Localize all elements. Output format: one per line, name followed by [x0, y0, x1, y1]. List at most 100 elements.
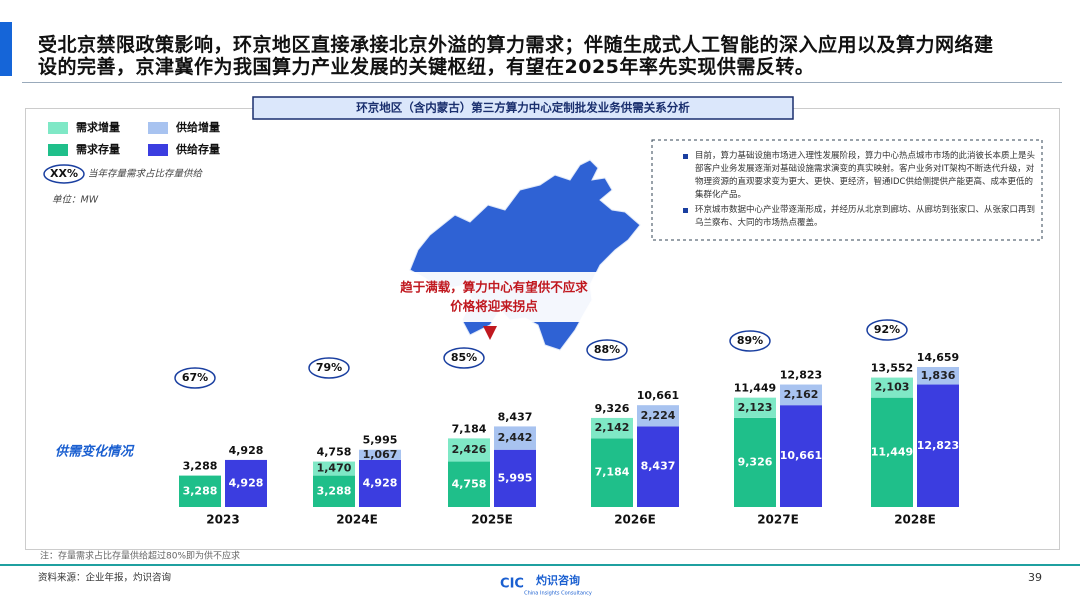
value-label: 3,288 — [183, 484, 218, 497]
unit: 单位：MW — [52, 194, 99, 206]
x-tick-label: 2026E — [614, 513, 656, 527]
total-label: 3,288 — [183, 460, 218, 473]
bar-segment — [313, 461, 355, 476]
ratio-label: 79% — [316, 361, 342, 374]
bullet — [683, 208, 688, 213]
callout-text: 价格将迎来拐点 — [450, 299, 538, 314]
ratio-oval — [174, 367, 216, 389]
x-tick-label: 2024E — [336, 513, 378, 527]
total-label: 10,661 — [637, 389, 679, 402]
legend-label: 需求存量 — [76, 142, 120, 156]
ratio-label: 92% — [874, 323, 900, 336]
ratio-legend-text: 当年存量需求占比存量供给 — [88, 168, 204, 180]
value-label: 11,449 — [871, 445, 913, 458]
ratio-legend-oval — [43, 164, 85, 184]
ratio-oval — [866, 319, 908, 341]
bar-segment — [917, 384, 959, 507]
logo: CIC — [500, 577, 524, 592]
bar-segment — [591, 438, 633, 507]
total-label: 11,449 — [734, 382, 776, 395]
legend-swatch — [148, 122, 168, 134]
value-label: 1,836 — [921, 369, 956, 382]
bar-segment — [225, 459, 267, 507]
total-label: 13,552 — [871, 362, 913, 375]
total-label: 12,823 — [780, 369, 822, 382]
value-label: 7,184 — [595, 466, 630, 479]
value-label: 2,442 — [498, 431, 533, 444]
chart-title: 环京地区（含内蒙古）第三方算力中心定制批发业务供需关系分析 — [356, 101, 690, 115]
bar-segment — [780, 384, 822, 406]
bar-segment — [637, 405, 679, 427]
x-tick-label: 2025E — [471, 513, 513, 527]
ratio-oval — [443, 347, 485, 369]
x-tick-label: 2023 — [206, 513, 239, 527]
header-accent — [0, 22, 12, 76]
ratio-label: 88% — [594, 343, 620, 356]
bar-segment — [359, 449, 401, 460]
header-rule — [22, 82, 1062, 83]
section-label: 供需变化情况 — [55, 444, 135, 460]
callout-arrow — [483, 326, 497, 340]
total-label: 9,326 — [595, 402, 630, 415]
logo-name: 灼识咨询 — [536, 573, 580, 587]
bar-segment — [917, 367, 959, 385]
value-label: 10,661 — [780, 449, 822, 462]
page-number: 39 — [1028, 571, 1042, 584]
value-label: 4,928 — [229, 476, 264, 489]
value-label: 1,470 — [317, 462, 352, 475]
bar-segment — [359, 459, 401, 507]
value-label: 2,426 — [452, 443, 487, 456]
ratio-oval — [308, 357, 350, 379]
x-tick-label: 2028E — [894, 513, 936, 527]
bar-segment — [871, 397, 913, 507]
source: 资料来源：企业年报，灼识咨询 — [38, 572, 171, 584]
total-label: 5,995 — [363, 434, 398, 447]
bar-segment — [494, 426, 536, 450]
ratio-label: 67% — [182, 371, 208, 384]
bar-segment — [313, 475, 355, 507]
ratio-oval — [729, 330, 771, 352]
value-label: 2,162 — [784, 388, 819, 401]
value-label: 12,823 — [917, 439, 959, 452]
total-label: 8,437 — [498, 410, 533, 423]
value-label: 2,142 — [595, 421, 630, 434]
total-label: 4,928 — [229, 444, 264, 457]
total-label: 4,758 — [317, 446, 352, 459]
note-item: 目前，算力基础设施市场进入理性发展阶段，算力中心热点城市市场的此消彼长本质上是头… — [695, 151, 1036, 200]
value-label: 2,123 — [738, 401, 773, 414]
bar-segment — [734, 397, 776, 418]
legend-swatch — [48, 144, 68, 156]
note-item: 环京城市数据中心产业带逐渐形成，并经历从北京到廊坊、从廊坊到张家口、从张家口再到… — [695, 205, 1036, 228]
ratio-label: 85% — [451, 351, 477, 364]
callout-box — [372, 272, 616, 322]
total-label: 7,184 — [452, 422, 487, 435]
value-label: 5,995 — [498, 471, 533, 484]
value-label: 4,928 — [363, 476, 398, 489]
bar-segment — [591, 417, 633, 439]
value-label: 2,224 — [641, 409, 676, 422]
ratio-oval — [586, 339, 628, 361]
callout-text: 趋于满载，算力中心有望供不应求 — [400, 280, 588, 295]
legend-swatch — [148, 144, 168, 156]
x-tick-label: 2027E — [757, 513, 799, 527]
bar-segment — [780, 405, 822, 507]
bar-segment — [448, 461, 490, 507]
bar-segment — [871, 377, 913, 398]
bar-segment — [448, 438, 490, 462]
value-label: 3,288 — [317, 484, 352, 497]
bar-segment — [494, 449, 536, 507]
notes-box — [651, 139, 1043, 241]
header-line: 设的完善，京津冀作为我国算力产业发展的关键枢纽，有望在2025年率先实现供需反转… — [38, 56, 815, 78]
bullet — [683, 154, 688, 159]
bar-segment — [734, 417, 776, 507]
ratio-legend-label: XX% — [50, 167, 78, 180]
legend-label: 供给存量 — [175, 142, 220, 156]
bar-segment — [179, 475, 221, 507]
value-label: 2,103 — [875, 381, 910, 394]
legend-swatch — [48, 122, 68, 134]
value-label: 4,758 — [452, 477, 487, 490]
legend-label: 供给增量 — [175, 120, 220, 134]
ratio-label: 89% — [737, 334, 763, 347]
